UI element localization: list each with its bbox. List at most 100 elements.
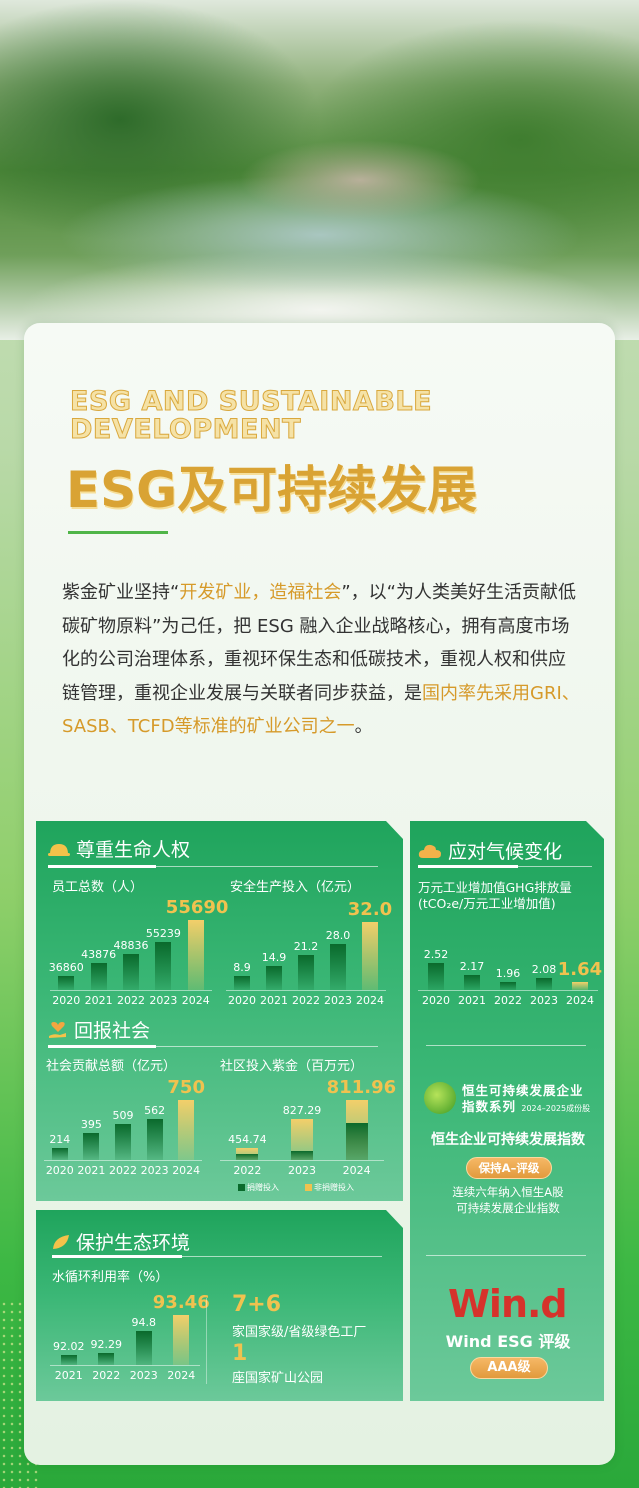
legend-label: 非捐赠投入 — [314, 1183, 354, 1192]
category-label: 2022 — [233, 1164, 262, 1177]
value-label: 14.9 — [261, 951, 287, 965]
x-axis — [50, 1365, 200, 1366]
cloud-icon — [418, 844, 441, 858]
panel-ecology — [36, 1210, 403, 1401]
bar — [266, 966, 282, 990]
chart-community: 454.74 2022 827.29 2023 811.96 2024 — [220, 1077, 396, 1177]
category-label: 2022 — [117, 994, 145, 1007]
divider — [426, 1045, 586, 1046]
chart-title-employees: 员工总数（人） — [52, 880, 144, 895]
category-label: 2020 — [228, 994, 256, 1007]
x-axis — [44, 1160, 202, 1161]
heart-hand-icon — [49, 1021, 66, 1038]
category-label: 2021 — [260, 994, 288, 1007]
wind-logo: Win.d — [448, 1282, 568, 1326]
x-axis — [220, 1160, 384, 1161]
bar-donation-segment — [345, 1122, 368, 1160]
value-label: 93.46 — [152, 1292, 210, 1313]
bar — [500, 982, 516, 990]
category-label: 2024 — [167, 1369, 196, 1382]
hs-logo-line1: 恒生可持续发展企业 — [462, 1083, 584, 1098]
category-label: 2021 — [77, 1164, 106, 1177]
category-label: 2023 — [530, 994, 558, 1007]
title-underline — [68, 531, 168, 534]
leaf-icon — [53, 1234, 69, 1249]
bar — [146, 1119, 163, 1160]
title-english-line1: ESG AND SUSTAINABLE — [69, 386, 433, 417]
category-label: 2024 — [181, 994, 210, 1007]
value-label: 21.2 — [293, 940, 319, 954]
chart-social-contribution: 214 2020 395 2021 509 2022 562 2023 750 2024 — [44, 1077, 205, 1177]
bar-donation-segment — [236, 1154, 259, 1160]
category-label: 2020 — [52, 994, 81, 1007]
bar — [187, 920, 204, 990]
category-label: 2023 — [288, 1164, 316, 1177]
page-title: ESG及可持续发展 — [66, 461, 478, 519]
value-label: 1.64 — [557, 959, 603, 980]
category-label: 2021 — [458, 994, 486, 1007]
bar — [115, 1123, 131, 1160]
value-label: 8.9 — [233, 961, 251, 975]
divider — [426, 1255, 586, 1256]
section-climate: 应对气候变化 — [418, 837, 562, 864]
bar — [234, 976, 250, 990]
x-axis — [50, 990, 212, 991]
category-label: 2022 — [494, 994, 522, 1007]
bar — [135, 1331, 152, 1365]
category-label: 2024 — [172, 1164, 201, 1177]
desc-line: 可持续发展企业指数 — [456, 1201, 560, 1215]
bar — [90, 963, 107, 990]
section-title: 尊重生命人权 — [76, 839, 191, 861]
value-label: 92.02 — [53, 1340, 85, 1353]
value-label: 43876 — [81, 948, 117, 962]
bar — [362, 922, 378, 990]
section-title: 保护生态环境 — [76, 1232, 191, 1254]
category-label: 2021 — [54, 1369, 83, 1382]
category-label: 2023 — [324, 994, 352, 1007]
x-axis — [418, 990, 598, 991]
value-label: 395 — [80, 1118, 102, 1132]
bar — [83, 1133, 100, 1160]
category-label: 2022 — [109, 1164, 137, 1177]
bar — [98, 1352, 115, 1365]
chart-safety: 8.9 2020 14.9 2021 21.2 2022 28.0 2023 32.0 2024 — [226, 899, 392, 1007]
value-label: 827.29 — [282, 1104, 322, 1118]
chart-title-safety: 安全生产投入（亿元） — [230, 880, 361, 895]
chart-title-social-contribution: 社会贡献总额（亿元） — [46, 1059, 177, 1074]
hard-hat-icon — [48, 843, 70, 856]
category-label: 2021 — [84, 994, 113, 1007]
hang-seng-description: 连续六年纳入恒生A股 可持续发展企业指数 — [418, 1184, 598, 1216]
value-label: 454.74 — [228, 1133, 267, 1146]
section-divider — [48, 1045, 378, 1048]
value-label: 36860 — [48, 961, 84, 974]
section-divider — [48, 865, 378, 868]
bar — [178, 1100, 195, 1160]
hang-seng-logo-text: 恒生可持续发展企业 指数系列 2024–2025成份股 — [462, 1083, 590, 1117]
hero-landscape-photo — [0, 0, 639, 340]
hang-seng-rating-badge: 保持A–评级 — [466, 1157, 552, 1179]
bar — [330, 943, 346, 990]
category-label: 2020 — [45, 1164, 74, 1177]
bar — [51, 1148, 68, 1160]
intro-text: ”，以“为人类美好生活贡献低碳矿物原料”为己任，把 ESG 融入企业战略核心，拥… — [62, 582, 576, 704]
value-label: 2.08 — [531, 962, 557, 976]
desc-line: 连续六年纳入恒生A股 — [452, 1185, 564, 1199]
value-label: 94.8 — [131, 1316, 157, 1329]
category-label: 2024 — [356, 994, 384, 1007]
intro-paragraph: 紫金矿业坚持“开发矿业，造福社会”，以“为人类美好生活贡献低碳矿物原料”为己任，… — [62, 576, 582, 744]
chart-title-ghg-line2: (tCO₂e/万元工业增加值) — [418, 896, 556, 911]
chart-title-ghg: 万元工业增加值GHG排放量 (tCO₂e/万元工业增加值) — [418, 880, 572, 912]
category-label: 2020 — [422, 994, 450, 1007]
chart-title-water: 水循环利用率（%） — [52, 1270, 169, 1285]
value-label: 562 — [144, 1104, 166, 1118]
value-label: 1.96 — [495, 967, 521, 980]
bar — [291, 1119, 313, 1160]
category-label: 2022 — [92, 1369, 121, 1382]
bar — [464, 974, 480, 990]
value-label: 2.52 — [423, 947, 449, 961]
bar — [60, 1355, 77, 1365]
bar — [173, 1315, 190, 1365]
legend-item-donation: 捐赠投入 — [238, 1182, 279, 1193]
value-label: 32.0 — [347, 899, 393, 920]
hang-seng-logo — [424, 1082, 456, 1114]
